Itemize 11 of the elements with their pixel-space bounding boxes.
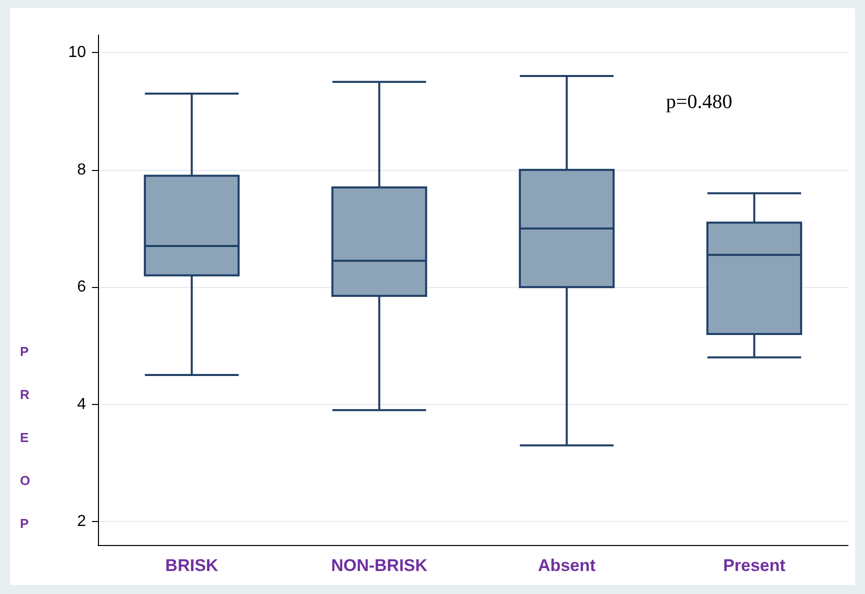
text: PREOP [20, 344, 30, 531]
x-tick-label: BRISK [165, 556, 219, 575]
y-tick-label: 4 [77, 396, 86, 413]
y-tick-label: 6 [77, 278, 86, 296]
annotation: p=0.480 [666, 91, 732, 113]
x-tick-label: NON-BRISK [331, 556, 428, 575]
y-tick-label: 8 [77, 161, 86, 178]
x-tick-label: Present [723, 556, 786, 575]
y-tick-label: 10 [68, 44, 86, 62]
x-tick-label: Absent [538, 556, 596, 575]
y-tick-label: 2 [77, 513, 86, 530]
